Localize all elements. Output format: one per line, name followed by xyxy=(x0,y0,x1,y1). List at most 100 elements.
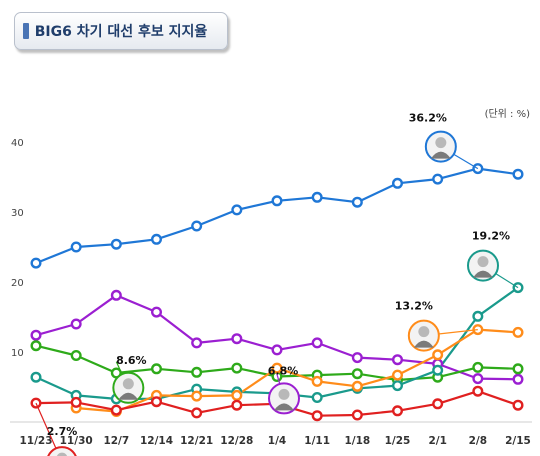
x-tick-label: 1/25 xyxy=(385,435,411,447)
badge-body-shape xyxy=(274,403,294,411)
data-point xyxy=(512,168,524,180)
y-tick-label: 10 xyxy=(11,348,24,359)
candidate-badge xyxy=(47,446,77,456)
data-point xyxy=(30,340,42,352)
data-point xyxy=(472,361,484,373)
chart-title-box: BIG6 차기 대선 후보 지지율 xyxy=(14,12,228,50)
x-tick-label: 12/21 xyxy=(180,435,213,447)
badge-body-shape xyxy=(473,270,493,278)
data-point xyxy=(311,191,323,203)
x-tick-label: 12/7 xyxy=(103,435,129,447)
x-tick-label: 12/14 xyxy=(140,435,173,447)
data-point xyxy=(512,373,524,385)
unit-label: (단위 : %) xyxy=(485,107,531,120)
data-point xyxy=(150,363,162,375)
data-point xyxy=(30,257,42,269)
data-point xyxy=(392,405,404,417)
x-tick-label: 1/11 xyxy=(304,435,330,447)
value-callout-label: 19.2% xyxy=(472,230,510,243)
data-point xyxy=(351,196,363,208)
x-tick-label: 2/8 xyxy=(469,435,487,447)
value-callout-label: 13.2% xyxy=(395,300,433,313)
data-point xyxy=(30,329,42,341)
data-point xyxy=(191,337,203,349)
x-tick-label: 11/30 xyxy=(60,435,93,447)
data-point xyxy=(110,289,122,301)
badge-head-shape xyxy=(56,452,68,456)
data-point xyxy=(392,380,404,392)
series-line xyxy=(35,286,519,400)
chart-title: BIG6 차기 대선 후보 지지율 xyxy=(34,24,208,40)
value-callout-label: 2.7% xyxy=(47,425,78,438)
data-point xyxy=(512,399,524,411)
data-point xyxy=(311,337,323,349)
data-point xyxy=(311,375,323,387)
data-point xyxy=(472,385,484,397)
badge-head-shape xyxy=(418,326,430,338)
data-point xyxy=(150,233,162,245)
data-point xyxy=(432,173,444,185)
series-line xyxy=(35,167,519,265)
data-point xyxy=(351,380,363,392)
value-callout-label: 8.6% xyxy=(116,354,147,367)
data-point xyxy=(191,220,203,232)
x-tick-label: 2/15 xyxy=(505,435,531,447)
badge-body-shape xyxy=(413,340,434,348)
data-point xyxy=(231,204,243,216)
badge-head-shape xyxy=(278,388,290,400)
badge-head-shape xyxy=(122,378,134,390)
data-point xyxy=(70,241,82,253)
data-point xyxy=(70,318,82,330)
data-point xyxy=(70,350,82,362)
data-point xyxy=(351,409,363,421)
data-point xyxy=(231,333,243,345)
x-tick-label: 12/28 xyxy=(220,435,253,447)
data-point xyxy=(512,363,524,375)
data-point xyxy=(271,362,283,374)
title-accent-bar xyxy=(23,23,29,39)
y-tick-label: 40 xyxy=(11,138,24,149)
data-point xyxy=(351,368,363,380)
data-point xyxy=(110,238,122,250)
data-point xyxy=(30,371,42,383)
data-point xyxy=(271,195,283,207)
x-tick-label: 1/18 xyxy=(344,435,370,447)
data-point xyxy=(191,390,203,402)
data-point xyxy=(231,362,243,374)
x-tick-label: 2/1 xyxy=(428,435,446,447)
data-point xyxy=(150,306,162,318)
data-point xyxy=(231,399,243,411)
data-point xyxy=(231,389,243,401)
y-tick-label: 30 xyxy=(11,208,24,219)
data-point xyxy=(392,354,404,366)
badge-body-shape xyxy=(430,151,451,159)
data-point xyxy=(512,282,524,294)
value-callout-label: 36.2% xyxy=(409,112,447,125)
value-callout-label: 6.8% xyxy=(268,364,299,377)
badge-head-shape xyxy=(435,137,447,149)
data-point xyxy=(271,344,283,356)
y-tick-label: 20 xyxy=(11,278,24,289)
badge-body-shape xyxy=(118,392,139,400)
data-point xyxy=(472,373,484,385)
data-point xyxy=(311,410,323,422)
series-line xyxy=(76,328,519,413)
data-point xyxy=(150,396,162,408)
data-point xyxy=(311,392,323,404)
data-point xyxy=(472,163,484,175)
x-tick-label: 11/23 xyxy=(19,435,52,447)
data-point xyxy=(70,396,82,408)
data-point xyxy=(472,310,484,322)
data-point xyxy=(392,177,404,189)
x-tick-label: 1/4 xyxy=(268,435,286,447)
data-point xyxy=(512,326,524,338)
data-point xyxy=(110,404,122,416)
data-point xyxy=(191,366,203,378)
data-point xyxy=(191,407,203,419)
data-point xyxy=(432,364,444,376)
badge-head-shape xyxy=(477,256,489,268)
data-point xyxy=(432,349,444,361)
data-point xyxy=(351,352,363,364)
